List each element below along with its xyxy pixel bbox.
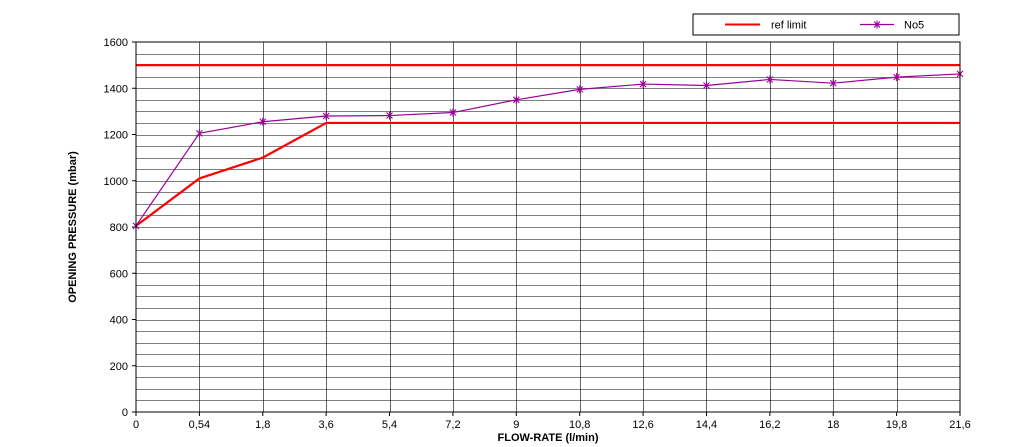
x-tick-label: 14,4 — [696, 419, 717, 431]
x-tick-label: 19,8 — [886, 419, 907, 431]
x-tick-label: 21,6 — [949, 419, 970, 431]
data-point-no5 — [322, 112, 330, 120]
y-tick-label: 1600 — [104, 37, 128, 49]
data-point-no5 — [829, 79, 837, 88]
data-point-no5 — [703, 81, 710, 90]
series-line-ref-limit — [135, 121, 960, 227]
x-tick-label: 0,54 — [189, 419, 210, 431]
x-axis-ticks: 0 0,54 1,8 3,6 5,4 7,2 9 10,8 12,6 14,4 16,2 18 19,8… — [133, 412, 971, 431]
legend-box — [692, 13, 960, 36]
plot-frame — [135, 41, 961, 413]
x-tick-label: 16,2 — [759, 419, 780, 431]
x-tick-label: 3,6 — [319, 419, 334, 431]
data-point-no5 — [195, 129, 203, 138]
x-tick-label: 0 — [133, 419, 139, 431]
x-tick-label: 9 — [513, 419, 519, 431]
legend-label-no5: No5 — [904, 20, 924, 32]
y-tick-label: 1200 — [104, 130, 128, 142]
y-tick-label: 0 — [122, 407, 128, 419]
data-point-no5 — [639, 80, 647, 89]
legend-marker-no5 — [873, 20, 881, 29]
y-tick-label: 400 — [110, 315, 128, 327]
data-point-no5 — [449, 108, 457, 117]
data-point-no5 — [893, 73, 901, 82]
data-point-no5 — [259, 117, 267, 126]
data-point-no5 — [512, 95, 520, 104]
series-layer — [132, 64, 964, 230]
legend: ref limit No5 — [692, 13, 960, 36]
legend-label-ref-limit: ref limit — [771, 20, 806, 32]
series-line-no5 — [135, 73, 961, 227]
x-tick-label: 12,6 — [632, 419, 653, 431]
x-tick-label: 5,4 — [382, 419, 397, 431]
data-point-no5 — [386, 111, 393, 120]
data-point-no5 — [576, 85, 584, 94]
x-tick-label: 1,8 — [255, 419, 270, 431]
y-tick-label: 1000 — [104, 176, 128, 188]
y-axis-ticks: 0 200 400 600 800 1000 1200 1400 1600 — [104, 37, 136, 419]
x-tick-label: 18 — [827, 419, 839, 431]
y-tick-label: 1400 — [104, 83, 128, 95]
data-point-no5 — [766, 75, 774, 84]
y-tick-label: 600 — [110, 268, 128, 280]
x-tick-label: 10,8 — [569, 419, 590, 431]
y-tick-label: 200 — [110, 361, 128, 373]
x-axis-title: FLOW-RATE (l/min) — [498, 432, 599, 444]
y-tick-label: 800 — [110, 222, 128, 234]
y-axis-title: OPENING PRESSURE (mbar) — [67, 151, 79, 303]
legend-marker-star — [873, 20, 881, 29]
x-tick-label: 7,2 — [445, 419, 460, 431]
